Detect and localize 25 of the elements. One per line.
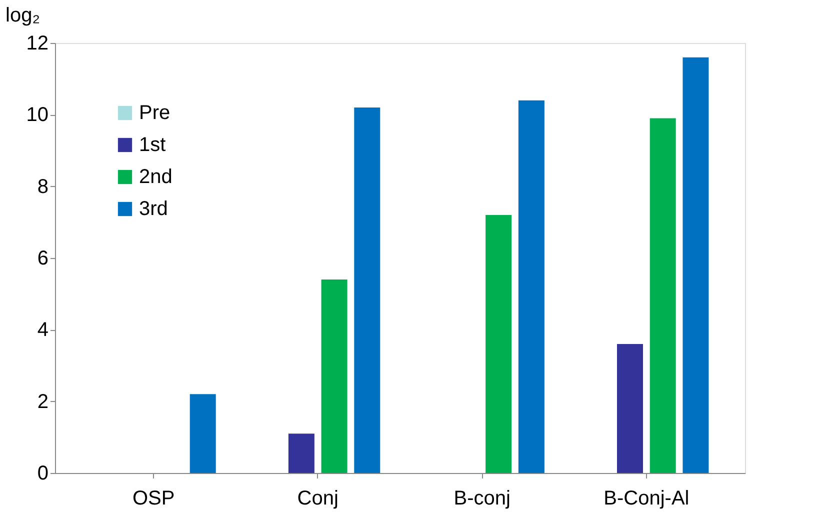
x-tick-label: OSP [132,488,175,510]
y-tick-label: 10 [26,104,48,126]
x-tick-label: B-Conj-Al [604,488,690,510]
legend-label: 3rd [139,198,168,220]
bar [354,108,380,473]
bar [650,118,676,473]
bar [321,280,348,473]
y-tick-label: 12 [26,32,48,54]
x-tick-label: B-conj [454,488,510,510]
bar [518,100,544,473]
y-axis-title: log₂ [6,4,40,26]
y-tick-label: 2 [37,390,48,413]
y-tick-label: 0 [37,462,48,484]
bar [682,57,709,473]
bar [617,344,643,473]
bar [190,394,216,473]
bar [288,434,314,473]
y-tick-label: 8 [37,176,48,198]
x-tick-label: Conj [297,488,338,510]
legend-label: Pre [139,102,170,124]
y-tick-label: 4 [37,319,48,342]
legend-label: 1st [139,134,166,156]
legend-label: 2nd [139,166,172,188]
y-tick-label: 6 [37,248,48,270]
bar [486,215,512,473]
